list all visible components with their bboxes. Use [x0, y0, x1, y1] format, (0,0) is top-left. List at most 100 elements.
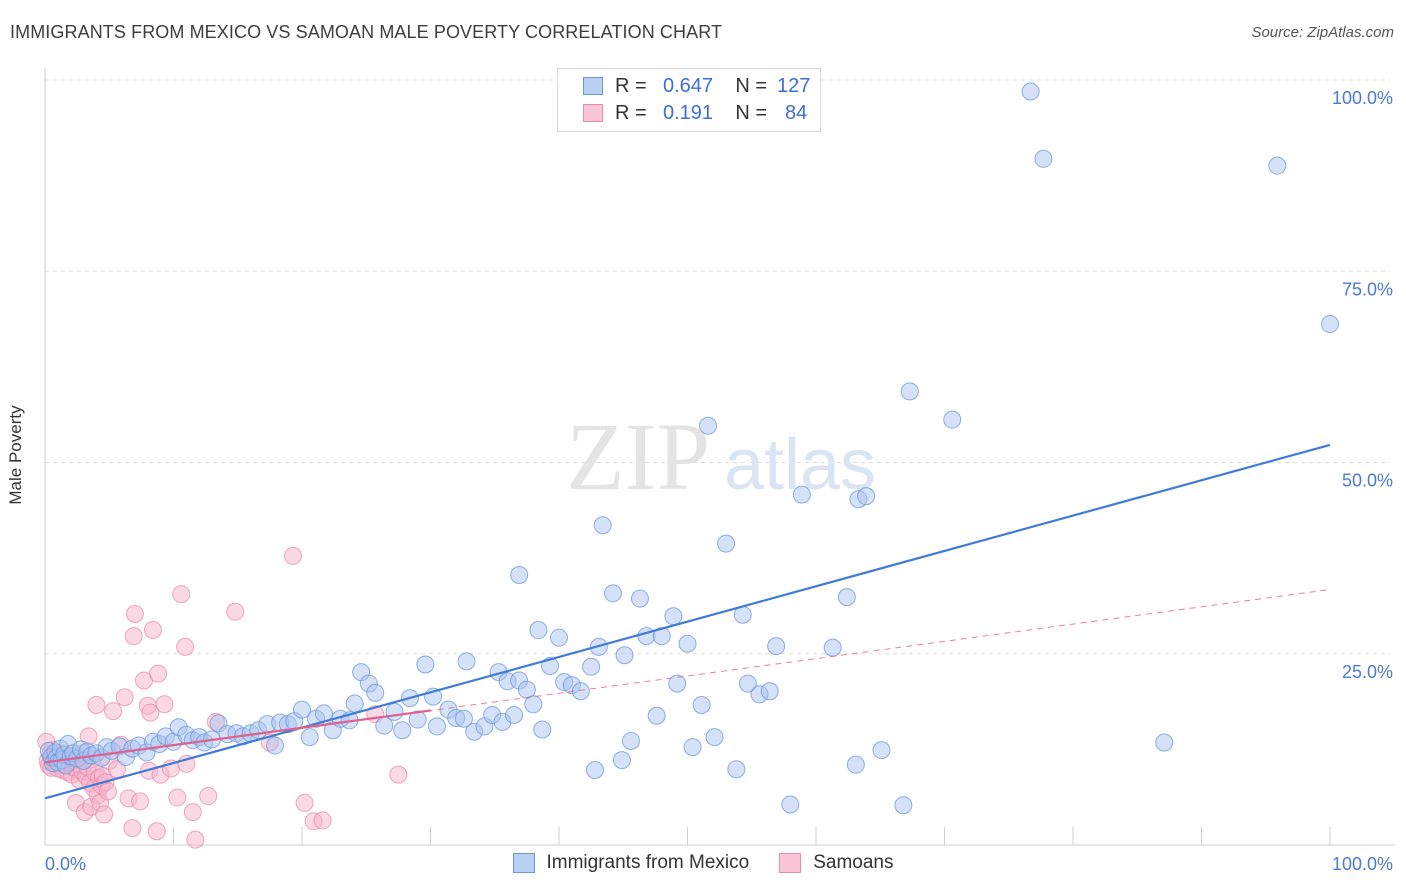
- n-label: N =: [735, 101, 767, 124]
- samoans-point: [125, 604, 144, 623]
- n-label: N =: [735, 74, 767, 97]
- mexico-point: [647, 706, 666, 725]
- samoans-point: [115, 688, 134, 707]
- mexico-point: [792, 485, 811, 504]
- mexico-point: [454, 709, 473, 728]
- mexico-point: [510, 565, 529, 584]
- samoans-point: [95, 805, 114, 824]
- mexico-point: [550, 628, 568, 647]
- mexico-point: [699, 416, 718, 435]
- legend-label-mexico: Immigrants from Mexico: [546, 852, 750, 873]
- stats-row-samoans: R = 0.191 N = 84: [583, 100, 807, 126]
- r-value: 0.647: [662, 74, 714, 97]
- samoans-point: [155, 695, 174, 714]
- mexico-trend-line: [44, 443, 1331, 800]
- samoans-point: [186, 830, 205, 849]
- mexico-point: [727, 760, 746, 779]
- mexico-point: [894, 796, 913, 815]
- source-label: Source: ZipAtlas.com: [1251, 24, 1394, 41]
- r-label: R =: [615, 74, 647, 97]
- mexico-point: [621, 731, 640, 750]
- stats-row-mexico: R = 0.647 N = 127: [583, 73, 810, 99]
- samoans-point: [183, 803, 202, 822]
- watermark-zip: ZIP: [566, 403, 710, 510]
- mexico-point: [900, 382, 919, 401]
- samoans-point: [123, 819, 142, 838]
- mexico-point: [385, 702, 404, 721]
- x-tick-label: 100.0%: [1332, 854, 1393, 874]
- mexico-point: [571, 682, 590, 701]
- mexico-point: [524, 695, 543, 714]
- n-value: 84: [785, 101, 808, 124]
- samoans-point: [284, 546, 303, 565]
- mexico-point: [457, 652, 476, 671]
- mexico-point: [582, 657, 601, 676]
- mexico-point: [603, 584, 622, 603]
- mexico-point: [427, 717, 446, 736]
- mexico-point: [533, 720, 552, 739]
- samoans-point: [176, 637, 195, 656]
- mexico-point: [767, 637, 786, 656]
- mexico-point: [293, 700, 311, 719]
- legend-item-samoans: Samoans: [779, 852, 893, 874]
- y-tick-labels: 25.0% 50.0% 75.0% 100.0%: [1332, 88, 1393, 682]
- samoans-point: [141, 703, 160, 722]
- mexico-point: [692, 696, 711, 715]
- samoans-point: [149, 664, 168, 683]
- mexico-point: [705, 728, 724, 747]
- mexico-point: [505, 705, 524, 724]
- mexico-point: [872, 741, 891, 760]
- mexico-point: [266, 736, 285, 755]
- mexico-point: [593, 516, 612, 535]
- mexico-point: [943, 410, 962, 429]
- mexico-point: [846, 755, 865, 774]
- samoans-point: [389, 765, 408, 784]
- samoans-point: [295, 793, 314, 812]
- samoans-point: [143, 621, 162, 640]
- mexico-point: [300, 728, 319, 747]
- series-legend: Immigrants from Mexico Samoans: [0, 852, 1406, 874]
- mexico-point: [529, 621, 548, 640]
- samoans-swatch: [583, 104, 603, 122]
- gridlines: [45, 79, 1390, 655]
- legend-item-mexico: Immigrants from Mexico: [512, 852, 750, 874]
- axes: [44, 68, 1395, 846]
- mexico-point: [668, 674, 687, 693]
- r-label: R =: [615, 101, 647, 124]
- trend-lines: [44, 443, 1331, 800]
- samoans-point: [104, 702, 123, 721]
- x-tick-labels: 0.0% 100.0%: [45, 854, 1393, 874]
- samoans-point: [168, 788, 187, 807]
- n-value: 127: [777, 74, 811, 97]
- stats-legend: R = 0.647 N = 127 R = 0.191 N = 84: [557, 68, 821, 132]
- samoans-point: [147, 822, 166, 841]
- mexico-point: [683, 738, 702, 757]
- samoans-point: [98, 782, 117, 801]
- mexico-point: [630, 589, 649, 608]
- mexico-point: [1034, 149, 1053, 168]
- mexico-swatch: [583, 77, 603, 95]
- mexico-point: [393, 721, 412, 740]
- mexico-point: [678, 634, 697, 653]
- r-value: 0.191: [662, 101, 714, 124]
- mexico-point: [615, 646, 634, 665]
- mexico-point: [760, 682, 779, 701]
- mexico-point: [585, 761, 604, 780]
- mexico-point: [664, 607, 683, 626]
- y-tick-label: 75.0%: [1342, 279, 1393, 299]
- mexico-point: [1155, 733, 1174, 752]
- mexico-point: [612, 751, 631, 770]
- mexico-point: [837, 588, 856, 607]
- mexico-point: [823, 638, 842, 657]
- samoans-point: [226, 602, 245, 621]
- samoans-point: [87, 696, 106, 715]
- mexico-point: [717, 534, 736, 553]
- mexico-point: [738, 674, 757, 693]
- x-tick-label: 0.0%: [45, 854, 86, 874]
- mexico-point: [345, 694, 364, 713]
- legend-label-samoans: Samoans: [813, 852, 894, 873]
- mexico-point: [1321, 315, 1339, 334]
- mexico-point: [781, 795, 800, 814]
- y-tick-label: 100.0%: [1332, 88, 1393, 108]
- samoans-trend-line-dashed: [44, 588, 1331, 763]
